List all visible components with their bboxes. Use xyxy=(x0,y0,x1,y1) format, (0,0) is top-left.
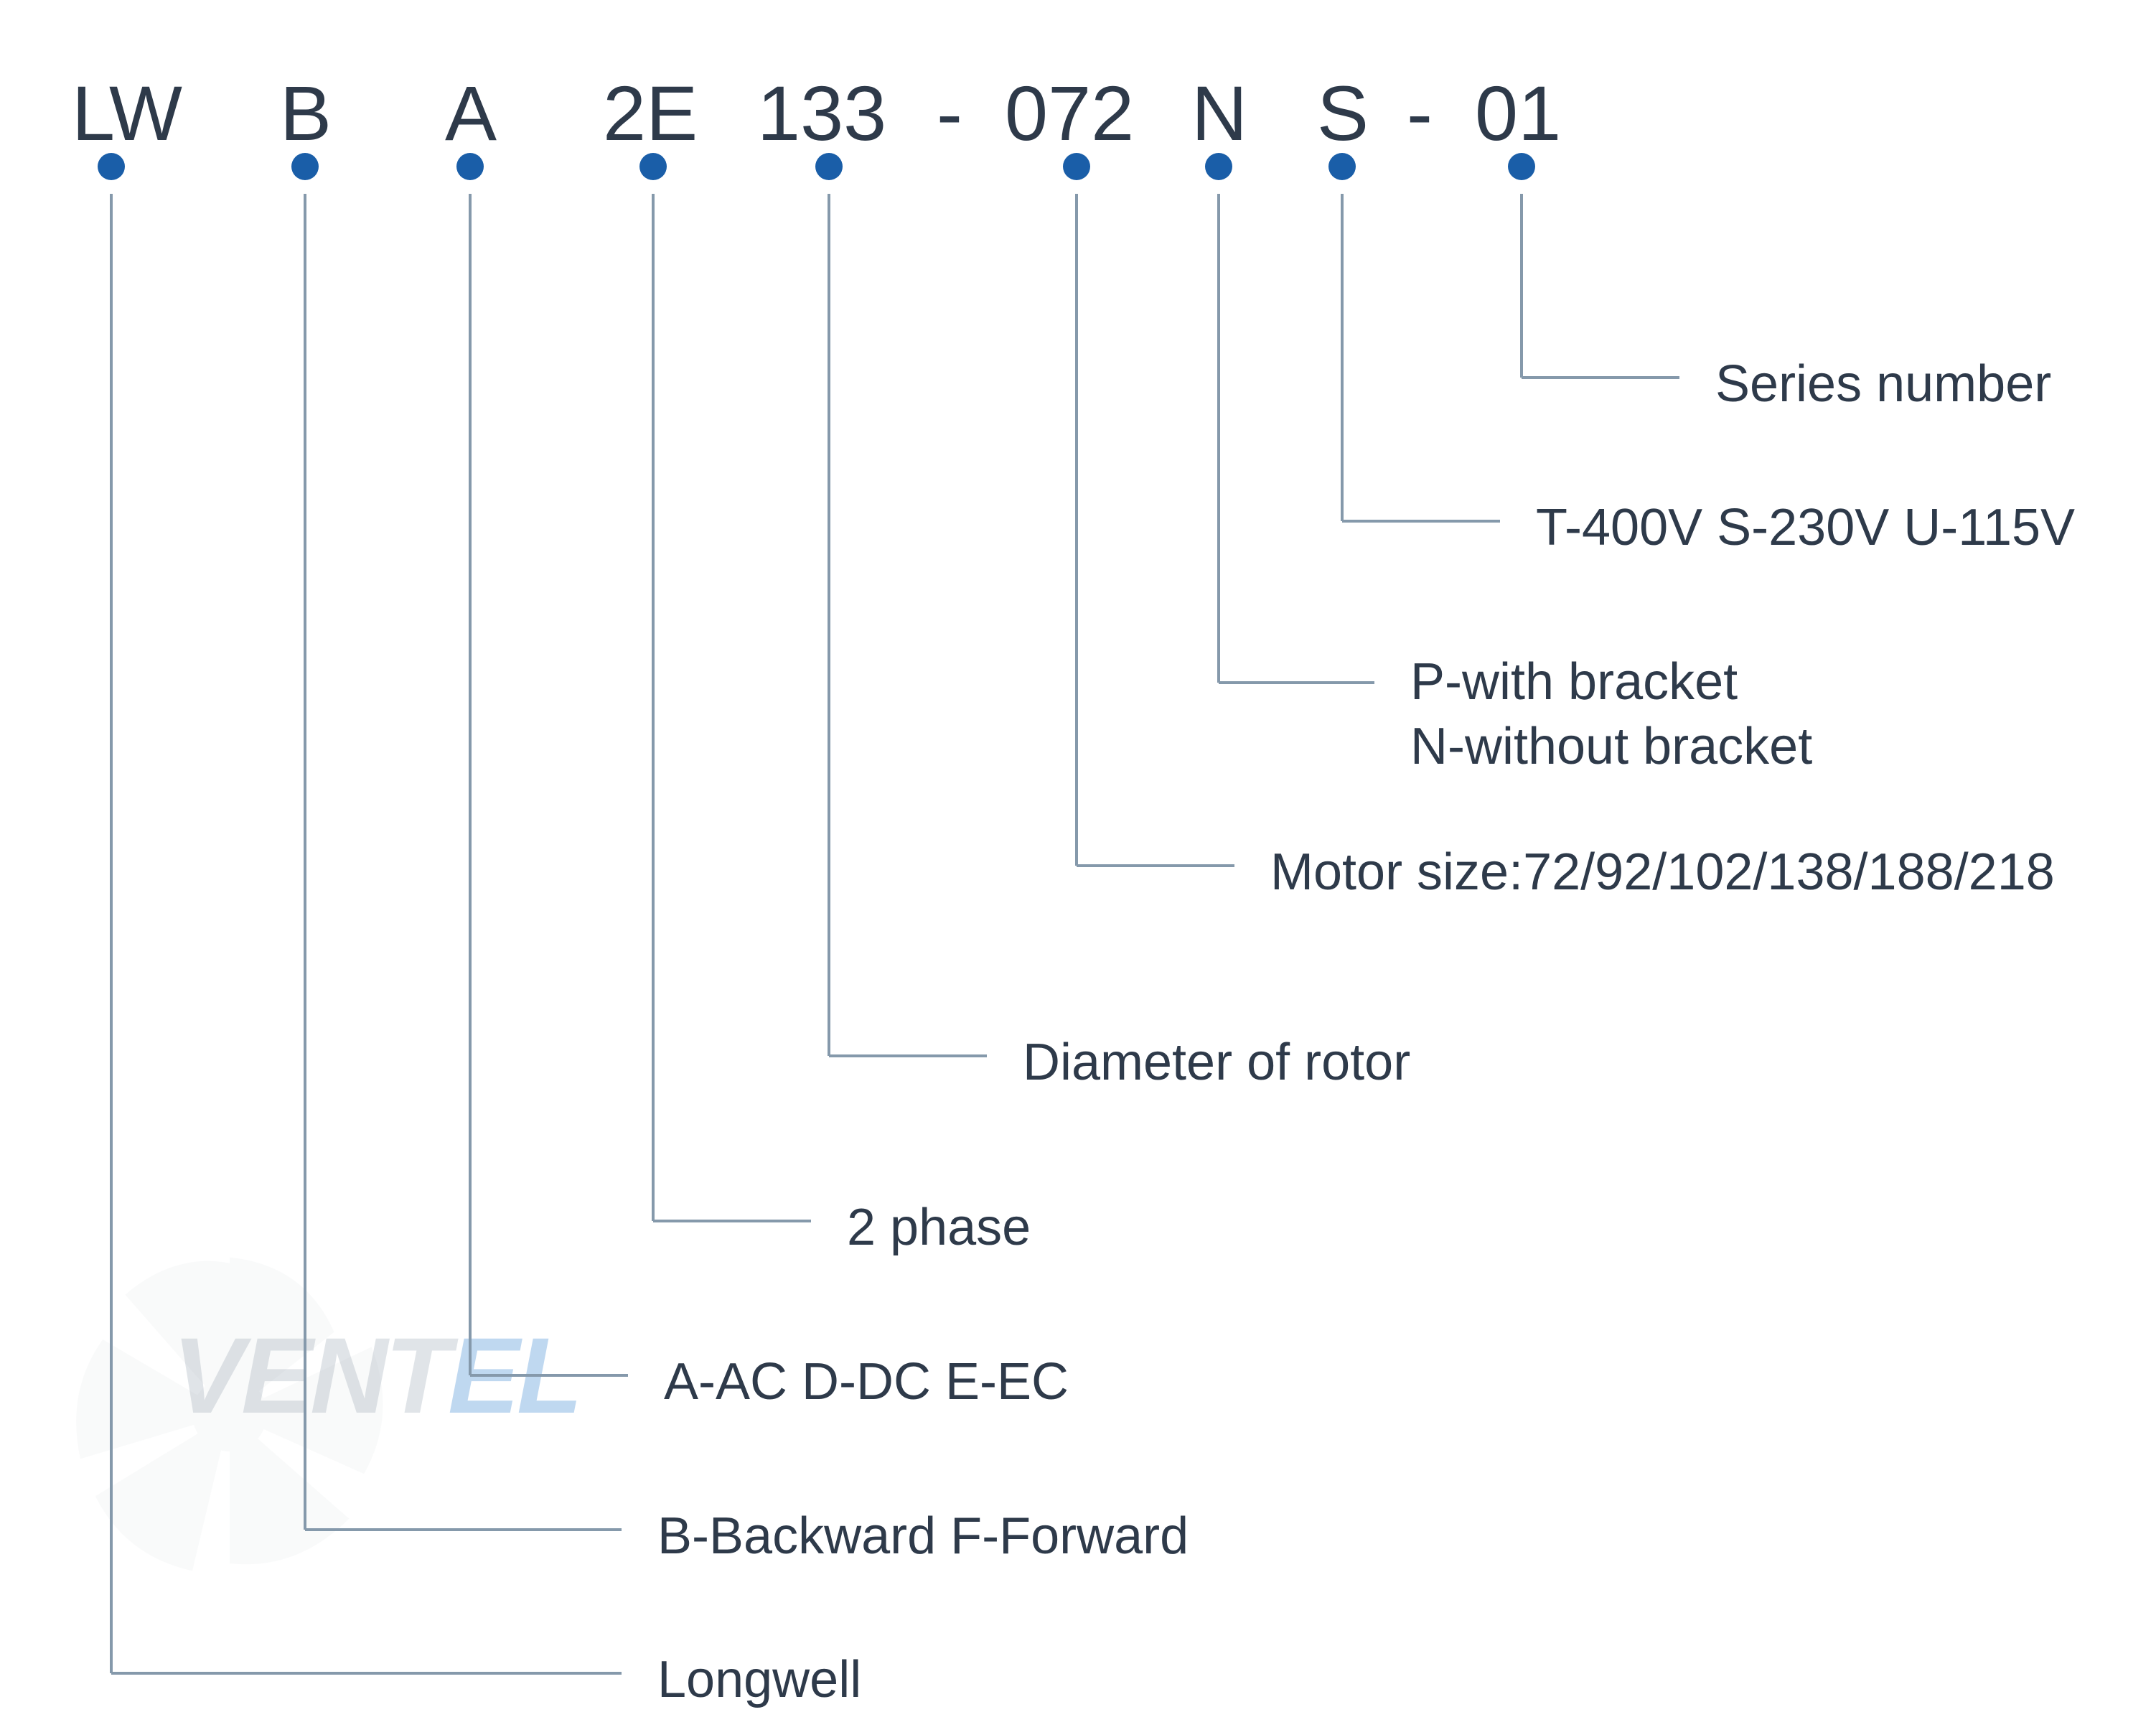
code-segment: B xyxy=(280,68,332,158)
code-segment: S xyxy=(1317,68,1369,158)
connector-dot xyxy=(1063,153,1090,180)
description-label: B-Backward F-Forward xyxy=(657,1504,1189,1568)
connector-dot xyxy=(1328,153,1356,180)
vertical-guide-line xyxy=(110,194,113,1673)
horizontal-guide-line xyxy=(1342,520,1500,523)
description-label: Longwell xyxy=(657,1647,861,1712)
horizontal-guide-line xyxy=(1522,376,1679,379)
vertical-guide-line xyxy=(828,194,830,1056)
code-segment: - xyxy=(937,68,962,158)
vertical-guide-line xyxy=(652,194,655,1221)
vertical-guide-line xyxy=(469,194,472,1375)
description-line: P-with bracket xyxy=(1410,650,1812,714)
horizontal-guide-line xyxy=(829,1054,987,1057)
horizontal-guide-line xyxy=(305,1528,622,1531)
code-segment: - xyxy=(1407,68,1433,158)
code-segment: 133 xyxy=(757,68,886,158)
diagram-root: VENTEL LWBA2E133-072NS-01 Series numberT… xyxy=(0,0,2156,1701)
description-line: N-without bracket xyxy=(1410,714,1812,779)
connector-dot xyxy=(456,153,484,180)
horizontal-guide-line xyxy=(653,1220,811,1222)
code-segment: 2E xyxy=(603,68,698,158)
connector-dot xyxy=(815,153,843,180)
vertical-guide-line xyxy=(1075,194,1078,866)
code-segment: 01 xyxy=(1475,68,1561,158)
connector-dot xyxy=(98,153,125,180)
description-label: Motor size:72/92/102/138/188/218 xyxy=(1270,840,2055,904)
description-label: Series number xyxy=(1715,352,2051,416)
horizontal-guide-line xyxy=(111,1672,622,1675)
description-label: Diameter of rotor xyxy=(1023,1030,1410,1095)
code-segment: N xyxy=(1191,68,1247,158)
code-segment: LW xyxy=(72,68,182,158)
vertical-guide-line xyxy=(1520,194,1523,378)
connector-dot xyxy=(1205,153,1232,180)
vertical-guide-line xyxy=(1217,194,1220,683)
horizontal-guide-line xyxy=(1077,864,1234,867)
description-label: A-AC D-DC E-EC xyxy=(664,1350,1069,1414)
description-label: 2 phase xyxy=(847,1195,1031,1260)
horizontal-guide-line xyxy=(470,1374,628,1377)
connector-dot xyxy=(291,153,319,180)
watermark-main: VENT xyxy=(172,1315,448,1436)
connector-dot xyxy=(1508,153,1535,180)
horizontal-guide-line xyxy=(1219,681,1374,684)
code-segment: A xyxy=(445,68,497,158)
description-label: T-400V S-230V U-115V xyxy=(1536,495,2075,560)
vertical-guide-line xyxy=(1341,194,1344,521)
vertical-guide-line xyxy=(304,194,306,1530)
code-segment: 072 xyxy=(1005,68,1134,158)
description-label: P-with bracketN-without bracket xyxy=(1410,650,1812,779)
connector-dot xyxy=(639,153,667,180)
